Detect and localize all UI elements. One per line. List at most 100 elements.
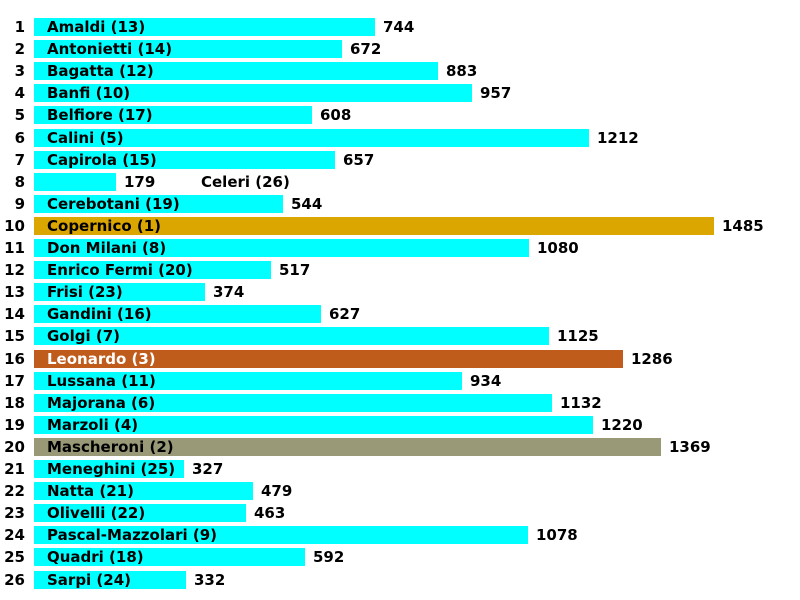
bar-name-label: Copernico (1)	[47, 217, 162, 235]
bar	[34, 571, 186, 589]
rank-label: 18	[4, 394, 25, 412]
value-label: 1132	[560, 394, 602, 412]
bar	[34, 372, 462, 390]
value-label: 627	[329, 305, 361, 323]
bar-name-label: Capirola (15)	[47, 151, 157, 169]
bar-name-label: Cerebotani (19)	[47, 195, 180, 213]
value-label: 374	[213, 283, 245, 301]
bar-name-label: Marzoli (4)	[47, 416, 139, 434]
value-label: 463	[254, 504, 286, 522]
value-label: 672	[350, 40, 382, 58]
rank-label: 19	[4, 416, 25, 434]
bar-name-label: Frisi (23)	[47, 283, 123, 301]
rank-label: 9	[14, 195, 25, 213]
rank-label: 14	[4, 305, 25, 323]
bar	[34, 129, 589, 147]
rank-label: 26	[4, 571, 25, 589]
value-label: 657	[343, 151, 375, 169]
bar-name-label: Don Milani (8)	[47, 239, 167, 257]
bar	[34, 40, 342, 58]
rank-label: 3	[14, 62, 25, 80]
bar-name-label: Celeri (26)	[201, 173, 290, 191]
bar	[34, 438, 661, 456]
bar	[34, 195, 283, 213]
rank-label: 25	[4, 548, 25, 566]
rank-label: 4	[14, 84, 25, 102]
value-label: 608	[320, 106, 352, 124]
bar	[34, 394, 552, 412]
bar-name-label: Pascal-Mazzolari (9)	[47, 526, 218, 544]
value-label: 179	[124, 173, 156, 191]
value-label: 957	[480, 84, 512, 102]
bar-name-label: Banfi (10)	[47, 84, 131, 102]
value-label: 544	[291, 195, 323, 213]
value-label: 479	[261, 482, 293, 500]
bar	[34, 283, 205, 301]
rank-label: 2	[14, 40, 25, 58]
value-label: 883	[446, 62, 478, 80]
rank-label: 1	[14, 18, 25, 36]
value-label: 1485	[722, 217, 764, 235]
bar-name-label: Calini (5)	[47, 129, 124, 147]
bar	[34, 62, 438, 80]
bar	[34, 173, 116, 191]
rank-label: 20	[4, 438, 25, 456]
value-label: 592	[313, 548, 345, 566]
bar	[34, 239, 529, 257]
rank-label: 15	[4, 327, 25, 345]
bar	[34, 18, 375, 36]
rank-label: 11	[4, 239, 25, 257]
value-label: 1212	[597, 129, 639, 147]
bar	[34, 327, 549, 345]
bar	[34, 305, 321, 323]
bar-name-label: Olivelli (22)	[47, 504, 146, 522]
bar	[34, 151, 335, 169]
rank-label: 10	[4, 217, 25, 235]
bar	[34, 261, 271, 279]
rank-label: 12	[4, 261, 25, 279]
bar	[34, 84, 472, 102]
bar-name-label: Belfiore (17)	[47, 106, 153, 124]
bar	[34, 416, 593, 434]
bar-name-label: Enrico Fermi (20)	[47, 261, 193, 279]
rank-label: 21	[4, 460, 25, 478]
rank-label: 7	[14, 151, 25, 169]
bar-name-label: Leonardo (3)	[47, 350, 156, 368]
value-label: 744	[383, 18, 415, 36]
value-label: 1220	[601, 416, 643, 434]
bar	[34, 482, 253, 500]
bar	[34, 350, 623, 368]
bar-name-label: Gandini (16)	[47, 305, 152, 323]
rank-label: 6	[14, 129, 25, 147]
bar-name-label: Quadri (18)	[47, 548, 144, 566]
bar	[34, 217, 714, 235]
bar-name-label: Bagatta (12)	[47, 62, 154, 80]
bar	[34, 460, 184, 478]
bar-name-label: Meneghini (25)	[47, 460, 176, 478]
value-label: 1080	[537, 239, 579, 257]
bar-name-label: Amaldi (13)	[47, 18, 146, 36]
rank-label: 8	[14, 173, 25, 191]
value-label: 1369	[669, 438, 711, 456]
rank-label: 22	[4, 482, 25, 500]
rank-label: 17	[4, 372, 25, 390]
value-label: 1125	[557, 327, 599, 345]
rank-label: 13	[4, 283, 25, 301]
bar	[34, 504, 246, 522]
rank-label: 16	[4, 350, 25, 368]
bar-name-label: Lussana (11)	[47, 372, 156, 390]
value-label: 1078	[536, 526, 578, 544]
bar	[34, 526, 528, 544]
rank-label: 24	[4, 526, 25, 544]
bar-name-label: Antonietti (14)	[47, 40, 173, 58]
bar-name-label: Golgi (7)	[47, 327, 121, 345]
value-label: 517	[279, 261, 311, 279]
bar	[34, 548, 305, 566]
value-label: 327	[192, 460, 224, 478]
bar-name-label: Majorana (6)	[47, 394, 156, 412]
rank-label: 5	[14, 106, 25, 124]
bar	[34, 106, 312, 124]
bar-name-label: Sarpi (24)	[47, 571, 132, 589]
bar-name-label: Natta (21)	[47, 482, 134, 500]
